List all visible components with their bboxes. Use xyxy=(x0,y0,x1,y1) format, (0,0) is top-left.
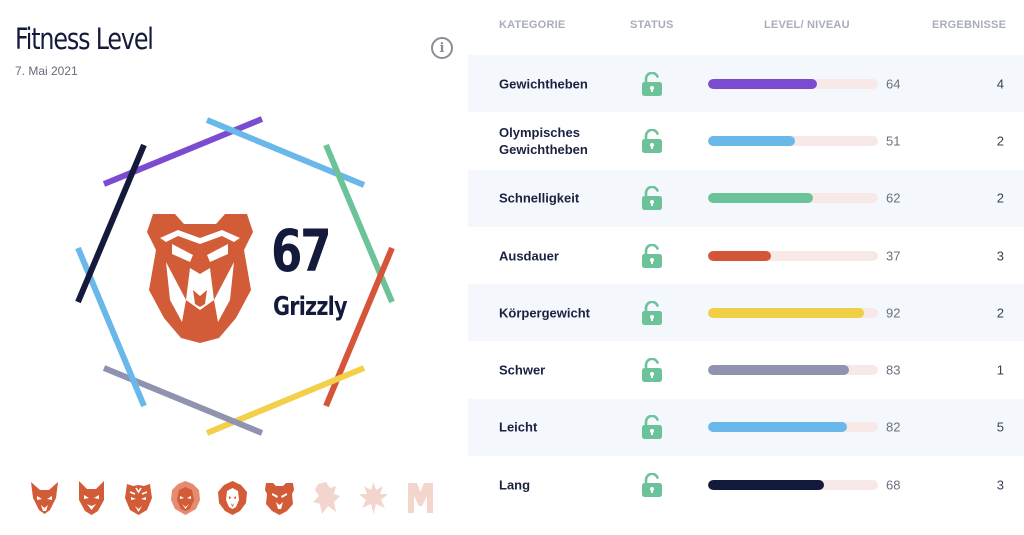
level-value: 92 xyxy=(886,305,901,321)
level-value: 82 xyxy=(886,419,901,435)
bear-icon xyxy=(147,214,253,343)
unlocked-icon xyxy=(642,186,662,211)
tiger-icon[interactable] xyxy=(122,480,155,516)
unlocked-icon xyxy=(642,128,662,153)
level-icons-row xyxy=(28,480,437,516)
level-progress-bar xyxy=(708,479,878,490)
unlocked-icon xyxy=(642,300,662,325)
results-count: 2 xyxy=(996,305,1004,321)
level-progress-bar xyxy=(708,422,878,433)
table-body: Gewichtheben 64 4 Olympisches Gewichtheb… xyxy=(468,55,1024,513)
results-count: 3 xyxy=(996,248,1004,264)
category-label: Olympisches Gewichtheben xyxy=(499,124,588,157)
badge-ring xyxy=(75,116,395,436)
lion-icon[interactable] xyxy=(169,480,202,516)
badge-stroke-navy xyxy=(75,143,147,304)
level-value: 37 xyxy=(886,248,901,264)
unlocked-icon xyxy=(642,358,662,383)
level-badge xyxy=(75,116,395,436)
category-label: Ausdauer xyxy=(499,248,559,264)
table-row[interactable]: Schwer 83 1 xyxy=(468,341,1024,398)
table-row[interactable]: Leicht 82 5 xyxy=(468,398,1024,457)
fitness-level-name: Grizzly xyxy=(273,292,348,322)
results-count: 2 xyxy=(996,133,1004,149)
table-row[interactable]: Schnelligkeit 62 2 xyxy=(468,169,1024,227)
page-date: 7. Mai 2021 xyxy=(15,64,78,78)
category-label: Leicht xyxy=(499,419,538,435)
category-label: Gewichtheben xyxy=(499,76,588,92)
level-progress-bar xyxy=(708,135,878,146)
level-progress-fill xyxy=(708,479,824,490)
column-header-results[interactable]: ERGEBNISSE xyxy=(932,19,1007,31)
level-progress-fill xyxy=(708,422,848,433)
unlocked-icon xyxy=(642,243,662,268)
badge-stroke-purple xyxy=(102,116,264,187)
unicorn-icon[interactable] xyxy=(404,480,437,516)
fitness-level-panel: Fitness Level 7. Mai 2021 i 67 Grizzly xyxy=(0,0,468,535)
griffin-icon[interactable] xyxy=(310,480,343,516)
level-progress-fill xyxy=(708,307,865,318)
level-progress-fill xyxy=(708,78,817,89)
results-count: 2 xyxy=(996,190,1004,206)
category-label: Schnelligkeit xyxy=(499,190,580,206)
unlocked-icon xyxy=(642,472,662,497)
level-progress-bar xyxy=(708,193,878,204)
results-count: 5 xyxy=(996,419,1004,435)
level-progress-bar xyxy=(708,78,878,89)
table-row[interactable]: Olympisches Gewichtheben 51 2 xyxy=(468,112,1024,169)
level-value: 62 xyxy=(886,190,901,206)
table-row[interactable]: Gewichtheben 64 4 xyxy=(468,55,1024,113)
info-icon: i xyxy=(439,40,445,56)
column-header-status[interactable]: STATUS xyxy=(630,19,674,31)
info-button[interactable]: i xyxy=(431,37,453,59)
results-count: 4 xyxy=(996,76,1004,92)
results-count: 1 xyxy=(996,362,1004,378)
table-row[interactable]: Ausdauer 37 3 xyxy=(468,227,1024,284)
category-table: KATEGORIE STATUS LEVEL/ NIVEAU ERGEBNISS… xyxy=(468,0,1024,535)
category-label: Körpergewicht xyxy=(499,305,591,321)
unlocked-icon xyxy=(642,415,662,440)
level-progress-bar xyxy=(708,250,878,261)
wolf-icon[interactable] xyxy=(75,480,108,516)
bear-small-icon[interactable] xyxy=(263,480,296,516)
page-title: Fitness Level xyxy=(15,22,154,56)
level-value: 83 xyxy=(886,362,901,378)
level-progress-fill xyxy=(708,135,795,146)
fox-icon[interactable] xyxy=(28,480,61,516)
level-progress-fill xyxy=(708,250,771,261)
level-value: 64 xyxy=(886,76,901,92)
results-count: 3 xyxy=(996,477,1004,493)
category-label: Lang xyxy=(499,477,531,493)
level-value: 51 xyxy=(886,133,901,149)
lion-2-icon[interactable] xyxy=(216,480,249,516)
level-value: 68 xyxy=(886,477,901,493)
column-header-category[interactable]: KATEGORIE xyxy=(499,19,566,31)
unlocked-icon xyxy=(642,71,662,96)
table-row[interactable]: Lang 68 3 xyxy=(468,456,1024,513)
level-progress-bar xyxy=(708,307,878,318)
category-label: Schwer xyxy=(499,362,546,378)
phoenix-icon[interactable] xyxy=(357,480,390,516)
level-progress-fill xyxy=(708,193,814,204)
badge-stroke-grey xyxy=(102,365,264,436)
fitness-score-value: 67 xyxy=(271,217,332,285)
table-row[interactable]: Körpergewicht 92 2 xyxy=(468,284,1024,342)
column-header-level[interactable]: LEVEL/ NIVEAU xyxy=(764,19,850,31)
level-progress-fill xyxy=(708,365,850,376)
level-progress-bar xyxy=(708,365,878,376)
